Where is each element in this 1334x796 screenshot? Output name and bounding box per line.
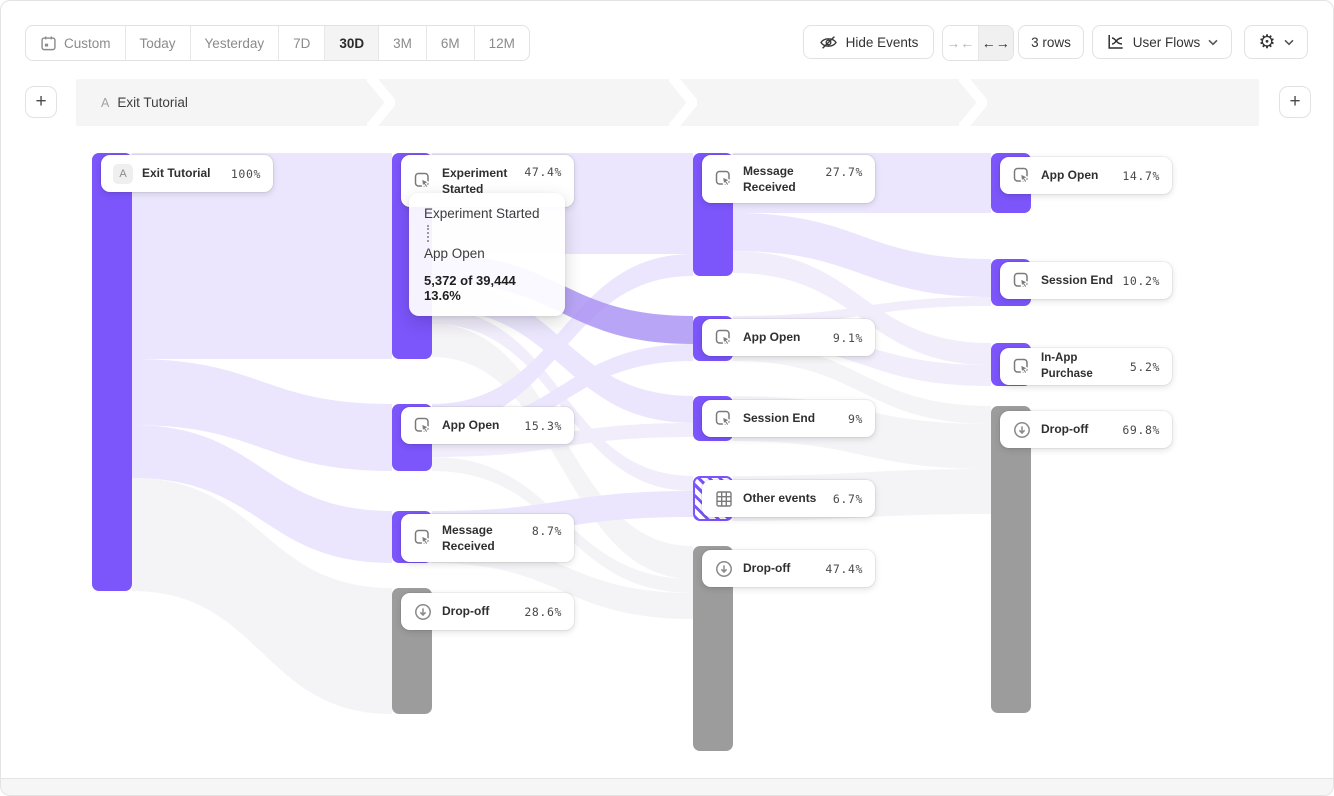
node-session-end-step2[interactable]: Session End 9% [702,400,875,437]
range-yesterday[interactable]: Yesterday [189,26,279,60]
step-a-badge: A [101,95,110,110]
hide-events-label: Hide Events [845,34,919,50]
range-custom[interactable]: Custom [26,26,125,60]
flow-exit-to-message2[interactable] [132,425,392,563]
user-flows-icon [1106,33,1125,51]
tooltip-from-event: Experiment Started [424,206,540,221]
node-exit-tutorial[interactable]: A Exit Tutorial 100% [101,155,273,192]
tooltip-connector-dots [427,225,429,242]
flow-experiment-to-sessionend3[interactable] [432,282,693,423]
tooltip-to-event: App Open [424,246,485,261]
flow-appopen3-to-dropoff4[interactable] [733,343,991,424]
node-drop-off-step1[interactable]: Drop-off 28.6% [401,593,574,630]
collapse-columns-button[interactable]: →← [946,35,975,51]
range-custom-label: Custom [64,35,111,51]
gear-icon: ⚙ [1258,31,1276,53]
flow-appopen3-to-sessionend4[interactable] [733,297,991,325]
flow-exit-to-experiment[interactable] [132,153,392,359]
horizontal-scroll-track[interactable] [1,778,1333,795]
calendar-icon [40,35,57,52]
flow-appopen2-to-message3[interactable] [432,254,693,426]
chevron-down-icon [1208,39,1218,46]
bar-drop-off-step3[interactable] [991,406,1031,713]
range-30d[interactable]: 30D [324,26,379,60]
collapse-expand-group: →← ←→ [942,25,1014,61]
steps-band [76,79,1259,126]
node-app-open-step2[interactable]: App Open 9.1% [702,319,875,356]
range-12m[interactable]: 12M [473,26,529,60]
node-app-open-step3[interactable]: App Open 14.7% [1000,157,1172,194]
flow-exit-to-appopen2[interactable] [132,359,392,471]
step-chevron-separator [367,79,395,126]
rows-label: 3 rows [1031,34,1071,50]
range-6m[interactable]: 6M [425,26,474,60]
event-icon [1012,271,1032,291]
node-app-open-step1[interactable]: App Open 15.3% [401,407,574,444]
event-icon [714,409,734,429]
step-a-badge: A [113,163,133,184]
expand-columns-button[interactable]: ←→ [977,26,1013,60]
flow-message3-to-sessionend4[interactable] [733,213,991,297]
node-in-app-purchase[interactable]: In-App Purchase 5.2% [1000,348,1172,385]
event-icon [714,328,734,348]
event-icon [413,528,433,548]
event-icon [413,171,433,191]
bar-exit-tutorial[interactable] [92,153,132,591]
node-other-events[interactable]: Other events 6.7% [702,480,875,517]
flow-exit-to-dropoff[interactable] [132,478,392,714]
tooltip-stat: 5,372 of 39,444 13.6% [424,273,516,303]
node-session-end-step3[interactable]: Session End 10.2% [1000,262,1172,299]
add-step-right-button[interactable]: + [1279,86,1311,118]
node-drop-off-step2[interactable]: Drop-off 47.4% [702,550,875,587]
date-range-group: Custom Today Yesterday 7D 30D 3M 6M 12M [25,25,530,61]
node-drop-off-step3[interactable]: Drop-off 69.8% [1000,411,1172,448]
eye-off-icon [819,33,838,52]
chevron-down-icon [1283,39,1294,46]
range-3m[interactable]: 3M [378,26,426,60]
drop-off-icon [714,559,734,579]
step-chevron-separator [959,79,987,126]
settings-button[interactable]: ⚙ [1244,25,1308,59]
event-icon [413,416,433,436]
rows-button[interactable]: 3 rows [1018,25,1084,59]
node-message-received-step1[interactable]: Message Received 8.7% [401,514,574,562]
drop-off-icon [413,602,433,622]
chart-type-button[interactable]: User Flows [1092,25,1232,59]
grid-icon [714,489,734,509]
event-icon [714,169,734,189]
range-today[interactable]: Today [124,26,190,60]
chart-type-label: User Flows [1132,34,1201,50]
hide-events-button[interactable]: Hide Events [803,25,934,59]
range-7d[interactable]: 7D [278,26,324,60]
step-chevron-separator [669,79,697,126]
flow-experiment-to-dropoff[interactable] [432,324,693,579]
link-tooltip: Experiment Started App Open 5,372 of 39,… [409,193,565,316]
node-message-received-step2[interactable]: Message Received 27.7% [702,155,875,203]
drop-off-icon [1012,420,1032,440]
event-icon [1012,166,1032,186]
event-icon [1012,357,1032,377]
step-a-label[interactable]: A Exit Tutorial [101,95,188,110]
add-step-left-button[interactable]: + [25,86,57,118]
